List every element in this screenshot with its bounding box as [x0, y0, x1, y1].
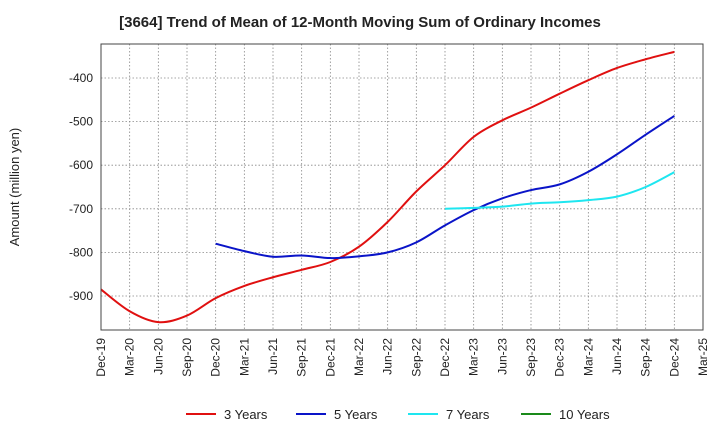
x-tick-label: Jun-21: [266, 338, 280, 375]
y-tick-label: -900: [69, 289, 93, 303]
legend: 3 Years 5 Years 7 Years 10 Years: [186, 407, 610, 422]
x-tick-label: Dec-24: [667, 338, 681, 377]
y-tick-label: -400: [69, 71, 93, 85]
legend-label: 5 Years: [334, 407, 378, 422]
y-axis-label: Amount (million yen): [7, 128, 22, 247]
y-tick-label: -700: [69, 202, 93, 216]
x-tick-label: Jun-24: [610, 338, 624, 375]
x-tick-label: Mar-21: [237, 338, 251, 376]
x-tick-label: Mar-22: [352, 338, 366, 376]
series-lines: [100, 50, 675, 324]
x-tick-label: Sep-21: [295, 338, 309, 377]
plot-border: [100, 43, 704, 331]
y-tick-label: -800: [69, 245, 93, 259]
x-tick-label: Dec-23: [553, 338, 567, 377]
grid: [100, 44, 704, 330]
x-tick-label: Mar-23: [467, 338, 481, 376]
legend-label: 3 Years: [224, 407, 268, 422]
x-tick-label: Dec-20: [209, 338, 223, 377]
x-tick-label: Mar-25: [696, 338, 710, 376]
y-tick-label: -500: [69, 115, 93, 129]
x-tick-label: Sep-23: [524, 338, 538, 377]
plot-area: [101, 44, 703, 330]
y-tick-label: -600: [69, 158, 93, 172]
x-tick-label: Jun-20: [151, 338, 165, 375]
x-tick-label: Dec-22: [438, 338, 452, 377]
x-tick-label: Dec-21: [323, 338, 337, 377]
x-tick-label: Sep-24: [639, 338, 653, 377]
x-tick-label: Mar-20: [123, 338, 137, 376]
series-line-5-years: [215, 115, 675, 260]
legend-label: 7 Years: [446, 407, 490, 422]
series-line-3-years: [100, 50, 675, 324]
series-line-7-years: [444, 171, 675, 210]
x-tick-label: Jun-22: [381, 338, 395, 375]
axes: -900 -800 -700 -600 -500 -400 Dec-19 Mar-20 Jun-…: [69, 71, 710, 377]
x-tick-label: Jun-23: [495, 338, 509, 375]
chart-title: [3664] Trend of Mean of 12-Month Moving …: [119, 14, 601, 31]
legend-label: 10 Years: [559, 407, 610, 422]
x-tick-label: Sep-22: [409, 338, 423, 377]
x-tick-label: Sep-20: [180, 338, 194, 377]
x-tick-label: Dec-19: [94, 338, 108, 377]
x-tick-label: Mar-24: [581, 338, 595, 376]
